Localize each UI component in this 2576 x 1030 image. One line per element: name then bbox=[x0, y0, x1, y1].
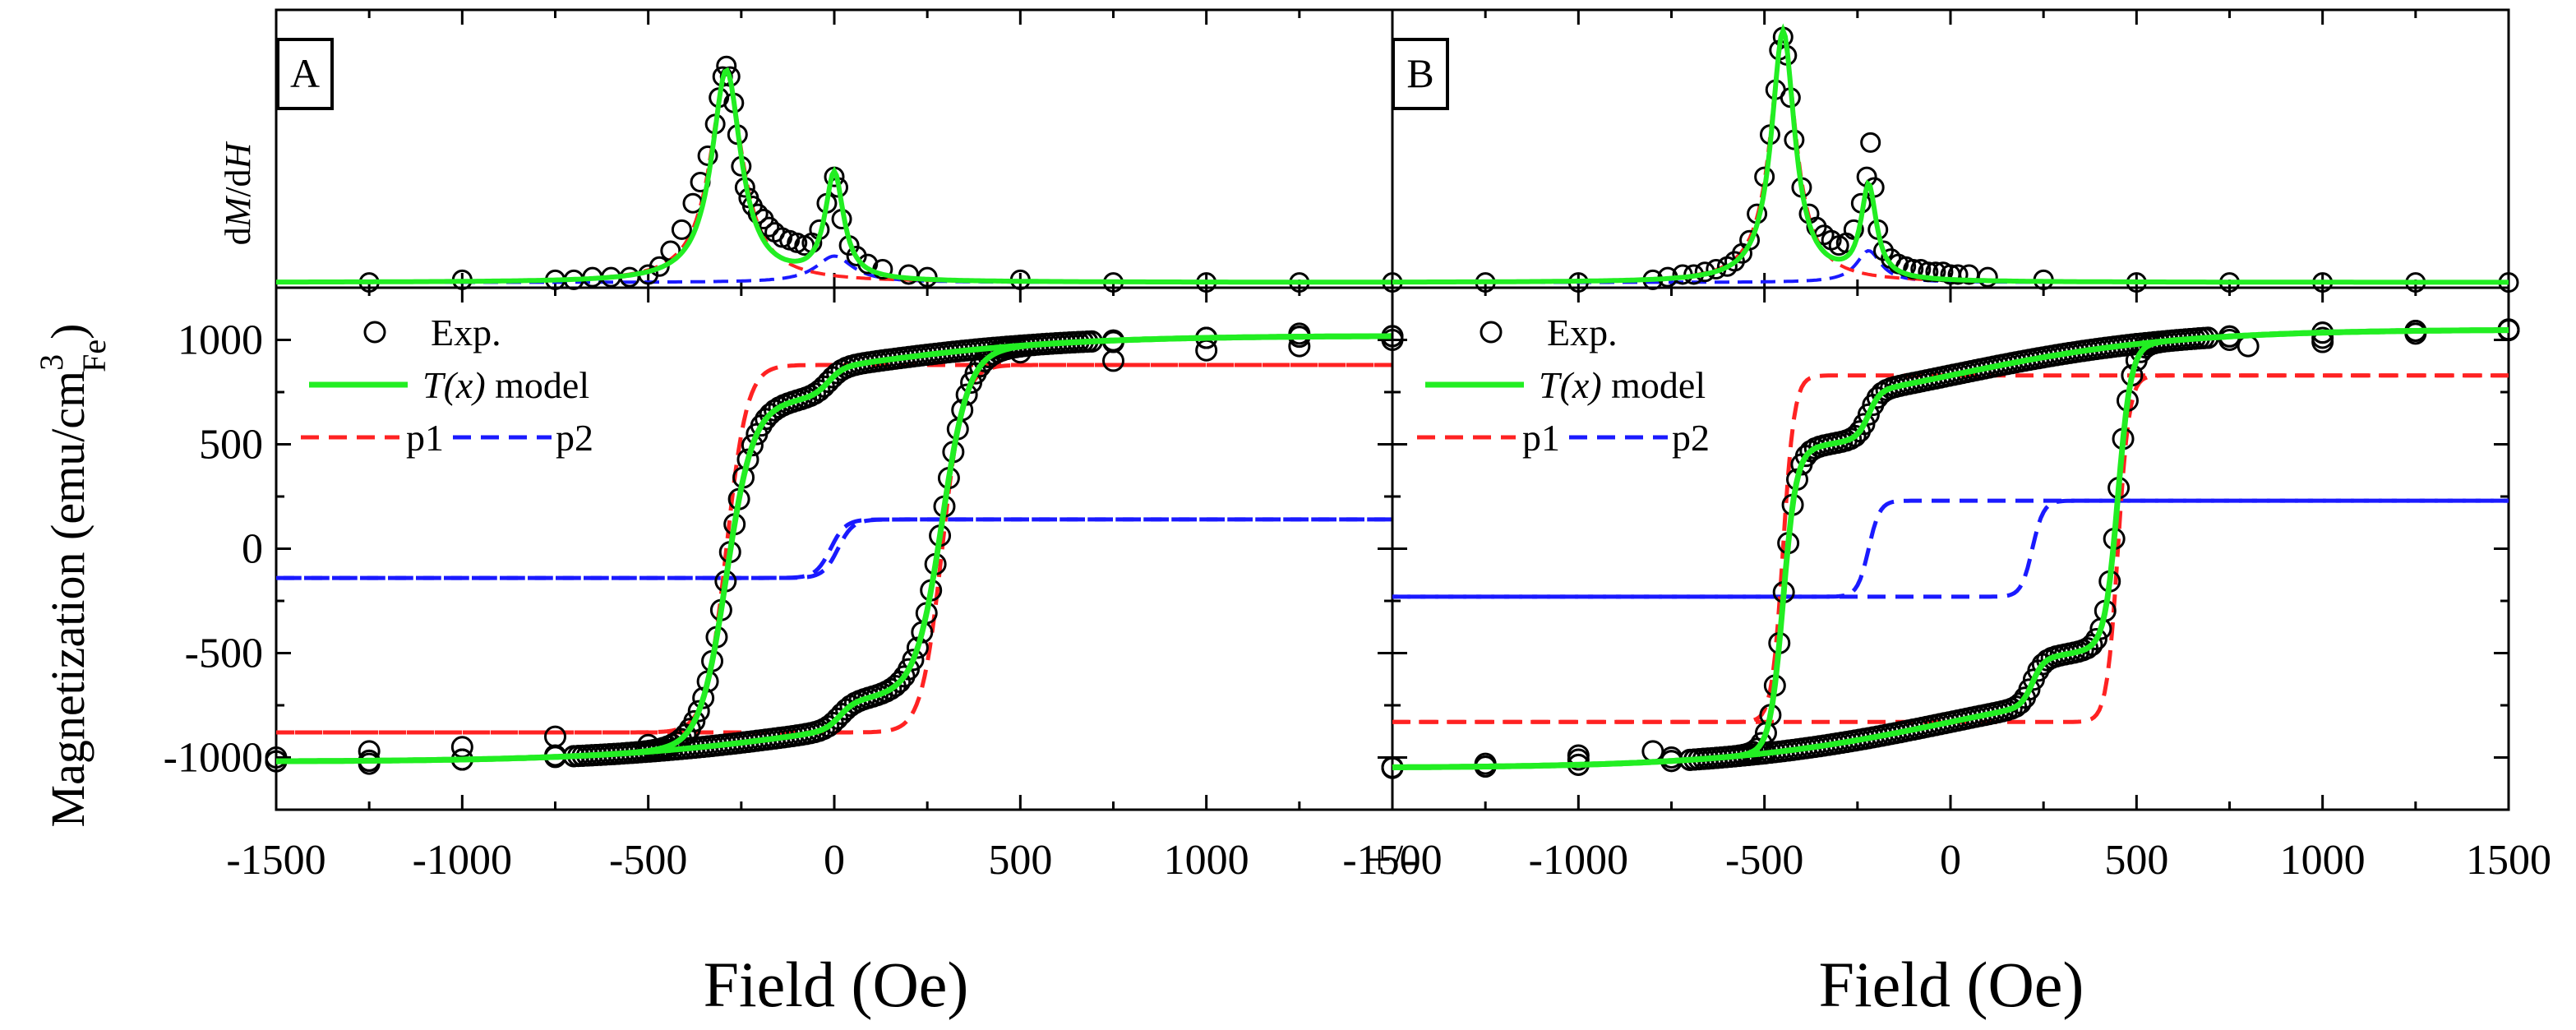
legend-model-label: T(x) model bbox=[1539, 364, 1706, 406]
legend-p2-label: p2 bbox=[1672, 417, 1710, 459]
exp-point bbox=[683, 709, 706, 732]
x-tick-label-shared: +/- bbox=[1367, 837, 1417, 884]
p2-curve-descending bbox=[276, 517, 1392, 580]
exp-point bbox=[1641, 740, 1664, 763]
x-tick-label: 1500 bbox=[2466, 837, 2551, 884]
deriv-frame bbox=[275, 8, 1394, 289]
deriv-exp-point bbox=[671, 219, 692, 240]
x-tick-label: 0 bbox=[824, 837, 845, 884]
deriv-axis-title: dM/dH bbox=[218, 141, 258, 245]
y-tick-label: -500 bbox=[185, 630, 263, 677]
legend-p1-label: p1 bbox=[1522, 417, 1560, 459]
x-tick-label: -500 bbox=[609, 837, 687, 884]
deriv-exp-point bbox=[1947, 264, 1969, 285]
deriv-frame bbox=[1391, 8, 2510, 289]
model-curve-ascending bbox=[1392, 327, 2509, 770]
model-curve-ascending bbox=[276, 333, 1392, 764]
x-axis-title-b: Field (Oe) bbox=[1819, 949, 2084, 1020]
deriv-model-curve bbox=[276, 67, 1392, 285]
legend-exp-marker bbox=[363, 321, 386, 344]
x-tick-label: -1500 bbox=[226, 837, 325, 884]
exp-point bbox=[544, 725, 566, 748]
legend-exp-label: Exp. bbox=[1547, 312, 1618, 353]
exp-point bbox=[902, 649, 925, 672]
x-tick-label: 0 bbox=[1940, 837, 1961, 884]
x-tick-label: -500 bbox=[1725, 837, 1803, 884]
panel-label-a-box: A bbox=[276, 38, 334, 110]
exp-point bbox=[2311, 326, 2334, 349]
deriv-exp-point bbox=[697, 145, 718, 166]
deriv-exp-point bbox=[759, 216, 780, 238]
panel-label-b: B bbox=[1406, 50, 1433, 96]
x-tick-label: 500 bbox=[988, 837, 1052, 884]
legend-model-label: T(x) model bbox=[422, 364, 589, 406]
x-tick-label: -1000 bbox=[1529, 837, 1628, 884]
exp-point bbox=[741, 434, 764, 457]
deriv-exp-point bbox=[649, 256, 670, 277]
exp-point bbox=[1288, 322, 1311, 345]
exp-point bbox=[358, 752, 381, 775]
deriv-exp-point bbox=[1903, 259, 1924, 280]
x-tick-label: 1000 bbox=[1164, 837, 1249, 884]
x-tick-label: -1000 bbox=[413, 837, 512, 884]
deriv-exp-point bbox=[1977, 266, 1998, 288]
legend-exp-label: Exp. bbox=[431, 312, 501, 353]
y-tick-label: 1000 bbox=[178, 317, 263, 364]
exp-point bbox=[1102, 349, 1124, 372]
deriv-exp-point bbox=[1739, 229, 1761, 251]
p2-curve-descending bbox=[1392, 498, 2509, 599]
y-tick-label: -1000 bbox=[164, 735, 263, 782]
y-tick-label: 0 bbox=[242, 526, 263, 573]
panel-label-b-box: B bbox=[1392, 38, 1449, 110]
legend-p2-label: p2 bbox=[556, 417, 593, 459]
x-tick-label: -1500 bbox=[1342, 837, 1442, 884]
exp-point bbox=[2237, 335, 2260, 358]
deriv-p1-curve bbox=[1392, 27, 2509, 284]
deriv-exp-point bbox=[1918, 261, 1939, 283]
x-axis-title-a: Field (Oe) bbox=[704, 949, 969, 1020]
exp-point bbox=[1567, 748, 1590, 771]
y-axis-title: Magnetization (emu/cm3 Fe) bbox=[33, 324, 113, 828]
deriv-model-curve bbox=[1392, 23, 2509, 285]
exp-point bbox=[2084, 628, 2107, 651]
legend-p1-label: p1 bbox=[406, 417, 444, 459]
p2-curve-ascending bbox=[1392, 498, 2509, 599]
x-tick-label: 1000 bbox=[2280, 837, 2366, 884]
exp-point bbox=[687, 700, 710, 723]
exp-point bbox=[265, 746, 288, 769]
panel-a: -1500 -1000 -500 0 500 1000 +/- -1000 -500 0 500 10… bbox=[164, 8, 1418, 884]
p2-curve-ascending bbox=[276, 517, 1392, 580]
exp-point bbox=[2018, 678, 2041, 701]
x-tick-label: 500 bbox=[2104, 837, 2168, 884]
panel-label-a: A bbox=[290, 50, 320, 96]
legend-exp-marker bbox=[1480, 321, 1503, 344]
panel-b: -1500 -1000 -500 0 500 1000 1500 Exp. T(x) model… bbox=[1342, 8, 2551, 884]
exp-point bbox=[637, 733, 660, 756]
y-tick-label: 500 bbox=[199, 422, 263, 469]
deriv-exp-point bbox=[1843, 219, 1864, 240]
exp-point bbox=[1009, 341, 1032, 364]
deriv-exp-point bbox=[1860, 132, 1881, 153]
